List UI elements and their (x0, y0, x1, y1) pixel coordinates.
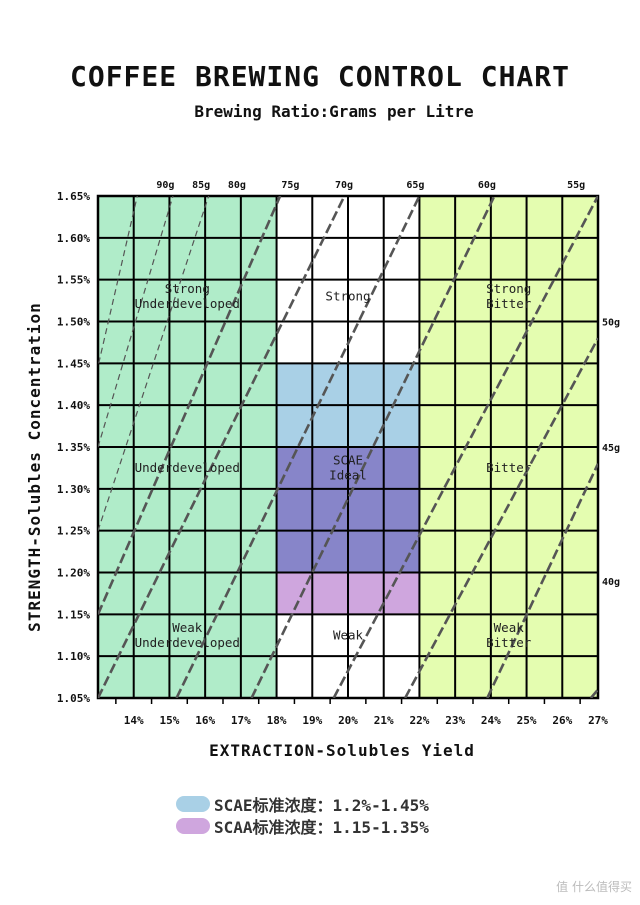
ratio-line-65g (175, 196, 421, 698)
zone-label: Strong (325, 288, 370, 303)
x-tick-label: 21% (374, 714, 394, 727)
y-tick-label: 1.65% (57, 190, 90, 203)
zone-label: Bitter (486, 296, 532, 311)
ratio-line-60g (250, 196, 496, 698)
y-tick-label: 1.30% (57, 483, 90, 496)
ratio-line-50g (403, 337, 598, 698)
y-tick-label: 1.55% (57, 274, 90, 287)
zone-label: Underdeveloped (135, 635, 240, 650)
x-tick-label: 16% (195, 714, 215, 727)
ratio-line-85g (98, 196, 174, 448)
ratio-label-top: 80g (228, 180, 246, 191)
legend-item-scaa: SCAA标准浓度：1.15-1.35% (176, 816, 429, 837)
ratio-label-top: 60g (478, 180, 496, 191)
chart-subtitle: Brewing Ratio:Grams per Litre (194, 102, 474, 121)
y-tick-label: 1.10% (57, 650, 90, 663)
ratio-label-right: 40g (602, 577, 620, 588)
x-tick-label: 19% (302, 714, 322, 727)
x-tick-label: 18% (267, 714, 287, 727)
x-tick-label: 27% (588, 714, 608, 727)
zone-label: Underdeveloped (135, 296, 240, 311)
zone-label: Bitter (486, 635, 532, 650)
legend-swatch-scae (176, 796, 210, 812)
legend-label-scaa: SCAA标准浓度：1.15-1.35% (214, 818, 429, 837)
zone-label: Bitter (486, 460, 532, 475)
zone-label: Weak (172, 620, 203, 635)
ratio-line-55g (332, 196, 598, 698)
y-tick-label: 1.05% (57, 692, 90, 705)
zone-label: Weak (494, 620, 525, 635)
ratio-line-70g (98, 196, 346, 698)
legend-item-scae: SCAE标准浓度：1.2%-1.45% (176, 794, 429, 815)
x-axis-label: EXTRACTION-Solubles Yield (209, 741, 475, 760)
ratio-label-top: 55g (567, 180, 585, 191)
ratio-label-top: 70g (335, 180, 353, 191)
y-axis-label: STRENGTH-Solubles Concentration (25, 302, 44, 632)
grid-lines (98, 195, 599, 704)
ratio-line-90g (98, 196, 138, 364)
x-tick-label: 22% (409, 714, 429, 727)
zone-label: Ideal (329, 467, 367, 482)
y-tick-label: 1.40% (57, 399, 90, 412)
ratio-label-right: 45g (602, 443, 620, 454)
y-tick-label: 1.45% (57, 357, 90, 370)
ratio-label-right: 50g (602, 318, 620, 329)
x-tick-label: 20% (338, 714, 358, 727)
zone-label: Underdeveloped (135, 460, 240, 475)
y-tick-label: 1.35% (57, 441, 90, 454)
zone-label: Strong (165, 281, 210, 296)
y-tick-label: 1.15% (57, 608, 90, 621)
x-tick-label: 14% (124, 714, 144, 727)
ratio-label-top: 90g (156, 180, 174, 191)
x-tick-label: 25% (517, 714, 537, 727)
x-tick-label: 23% (445, 714, 465, 727)
ratio-line-40g (589, 688, 598, 698)
ratio-line-75g (98, 196, 282, 615)
ratio-label-top: 65g (406, 180, 424, 191)
ratio-lines (98, 196, 598, 698)
x-tick-label: 17% (231, 714, 251, 727)
ratio-line-45g (486, 463, 598, 698)
ratio-label-top: 75g (281, 180, 299, 191)
y-tick-label: 1.20% (57, 567, 90, 580)
y-tick-label: 1.25% (57, 525, 90, 538)
y-tick-label: 1.60% (57, 232, 90, 245)
ratio-line-80g (98, 196, 210, 531)
legend-swatch-scaa (176, 818, 210, 834)
ratio-label-top: 85g (192, 180, 210, 191)
legend-label-scae: SCAE标准浓度：1.2%-1.45% (214, 796, 429, 815)
x-tick-label: 26% (552, 714, 572, 727)
watermark: 值 什么值得买 (556, 880, 632, 894)
chart-title: COFFEE BREWING CONTROL CHART (69, 60, 570, 93)
x-tick-label: 15% (159, 714, 179, 727)
zone-label: SCAE (333, 452, 363, 467)
zone-label: Weak (333, 627, 364, 642)
zone-label: Strong (486, 281, 531, 296)
y-tick-label: 1.50% (57, 316, 90, 329)
x-tick-label: 24% (481, 714, 501, 727)
